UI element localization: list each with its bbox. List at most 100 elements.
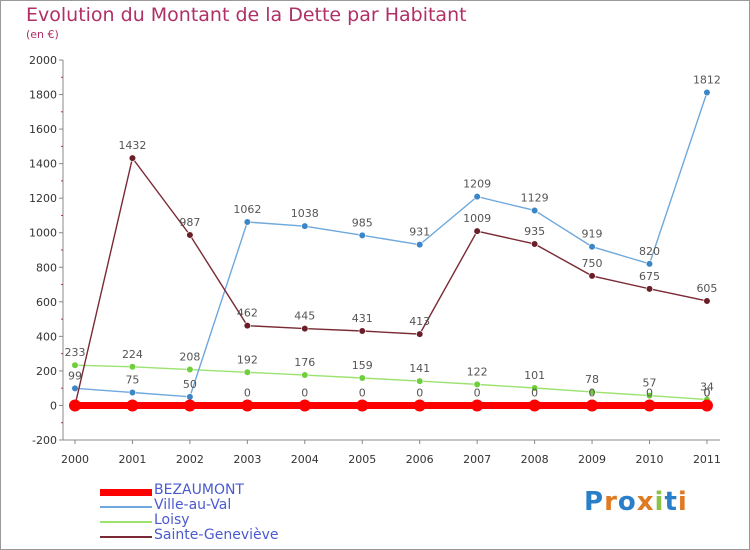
- y-tick-label: 1800: [29, 89, 57, 102]
- data-label: 1432: [118, 139, 146, 152]
- data-label: 1038: [291, 207, 319, 220]
- data-point: [530, 240, 539, 248]
- data-label: 1062: [233, 203, 261, 216]
- data-point: [183, 399, 196, 412]
- data-point: [588, 243, 596, 251]
- y-tick-label: 200: [36, 365, 57, 378]
- data-point: [588, 388, 596, 396]
- data-label: 605: [696, 282, 717, 295]
- legend-label: Ville-au-Val: [154, 497, 232, 513]
- y-tick-label: 800: [36, 261, 57, 274]
- y-tick-label: 1400: [29, 158, 57, 171]
- data-label: 224: [122, 348, 143, 361]
- x-tick-label: 2000: [61, 453, 89, 466]
- data-label: 75: [125, 374, 139, 387]
- data-point: [128, 154, 137, 162]
- data-label: 159: [352, 359, 373, 372]
- data-label: 0: [474, 386, 481, 399]
- data-point: [186, 231, 194, 239]
- chart-title: Evolution du Montant de la Dette par Hab…: [26, 4, 467, 26]
- data-point: [413, 399, 426, 412]
- x-tick-label: 2001: [118, 453, 146, 466]
- data-point: [586, 399, 599, 412]
- data-label: 1009: [463, 212, 491, 225]
- unit-label: (en €): [26, 28, 59, 41]
- data-label: 0: [703, 386, 710, 399]
- x-tick-label: 2008: [521, 453, 549, 466]
- data-label: 931: [409, 226, 430, 239]
- data-label: 0: [589, 386, 596, 399]
- data-point: [243, 368, 251, 376]
- data-label: 750: [582, 257, 603, 270]
- data-label: 208: [179, 351, 200, 364]
- legend-swatch: [100, 488, 152, 496]
- y-tick-label: 0: [50, 399, 57, 412]
- series-line-sainte-genevi-ve: [74, 156, 708, 406]
- data-label: 0: [359, 386, 366, 399]
- data-point: [358, 231, 366, 239]
- data-label: 445: [294, 310, 315, 323]
- data-point: [356, 399, 369, 412]
- data-label: 413: [409, 315, 430, 328]
- data-point: [416, 241, 424, 249]
- data-point: [358, 327, 366, 335]
- data-label: 0: [244, 386, 251, 399]
- data-label: 141: [409, 362, 430, 375]
- data-point: [473, 380, 481, 388]
- series-line-loisy: [74, 364, 707, 401]
- data-label: 192: [237, 353, 258, 366]
- data-label: 233: [65, 346, 86, 359]
- data-label: 431: [352, 312, 373, 325]
- y-tick-label: 1600: [29, 123, 57, 136]
- legend-label: Loisy: [154, 512, 190, 528]
- data-point: [703, 88, 711, 97]
- data-point: [416, 377, 424, 385]
- x-tick-label: 2005: [348, 453, 376, 466]
- data-point: [301, 222, 309, 230]
- x-tick-label: 2009: [578, 453, 606, 466]
- legend-swatch: [100, 521, 152, 523]
- data-point: [298, 399, 311, 412]
- data-label: 1209: [463, 178, 491, 191]
- x-tick-label: 2004: [291, 453, 319, 466]
- data-point: [588, 272, 596, 280]
- data-label: 122: [467, 365, 488, 378]
- data-point: [530, 206, 539, 215]
- data-point: [530, 384, 539, 392]
- x-tick-label: 2007: [463, 453, 491, 466]
- data-label: 57: [643, 377, 657, 390]
- logo-letter: o: [617, 487, 637, 517]
- data-point: [71, 361, 79, 369]
- data-point: [645, 392, 654, 400]
- data-point: [128, 363, 137, 371]
- x-tick-label: 2010: [636, 453, 664, 466]
- data-label: 935: [524, 225, 545, 238]
- data-point: [645, 285, 654, 293]
- data-label: 675: [639, 270, 660, 283]
- data-label: 101: [524, 369, 545, 382]
- data-point: [243, 322, 251, 330]
- data-label: 0: [646, 386, 653, 399]
- data-label: 919: [582, 228, 603, 241]
- data-point: [528, 399, 541, 412]
- logo-letter: i: [654, 487, 665, 517]
- y-tick-label: 2000: [29, 54, 57, 67]
- y-tick-label: 400: [36, 330, 57, 343]
- data-point: [71, 384, 79, 392]
- data-label: 50: [183, 378, 197, 391]
- data-point: [301, 371, 309, 379]
- data-label: 987: [179, 216, 200, 229]
- data-label: 99: [68, 369, 82, 382]
- logo-letter: t: [664, 487, 678, 517]
- data-point: [186, 365, 194, 374]
- legend-swatch: [100, 536, 152, 538]
- series-line-ville-au-val: [74, 92, 708, 398]
- logo-letter: x: [636, 487, 655, 517]
- y-tick-label: 1000: [29, 227, 57, 240]
- data-point: [186, 393, 194, 401]
- data-point: [473, 227, 481, 235]
- data-label: 985: [352, 216, 373, 229]
- data-label: 176: [294, 356, 315, 369]
- data-label: 0: [301, 386, 308, 399]
